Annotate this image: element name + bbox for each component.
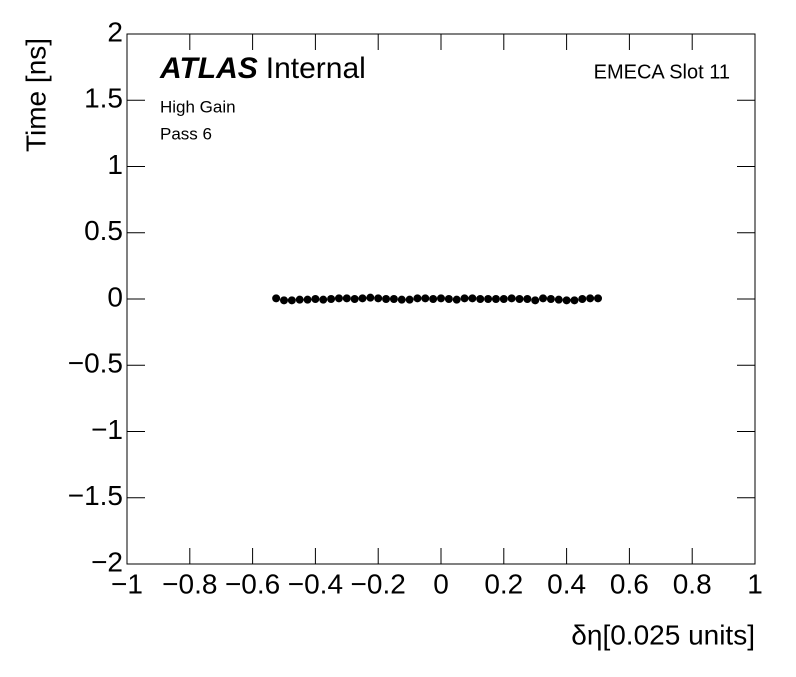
y-tick-label: −1.5 — [68, 480, 123, 511]
y-tick-label: 0.5 — [84, 215, 123, 246]
data-point — [452, 295, 461, 304]
data-point — [319, 295, 328, 304]
data-point — [468, 294, 477, 303]
data-point — [554, 295, 563, 304]
data-point — [389, 295, 398, 303]
data-point — [546, 295, 555, 303]
data-point — [295, 295, 304, 304]
data-point — [444, 295, 453, 303]
annotation: Pass 6 — [160, 124, 212, 143]
y-tick-label: −2 — [91, 546, 123, 577]
data-point — [272, 294, 281, 303]
data-point — [499, 295, 508, 303]
data-point — [366, 293, 375, 302]
data-point — [578, 295, 587, 303]
x-axis-label: δη[0.025 units] — [571, 619, 755, 650]
data-point — [531, 296, 540, 305]
data-point — [287, 296, 296, 305]
data-point — [342, 294, 351, 303]
data-point — [570, 296, 579, 305]
y-tick-label: 2 — [107, 16, 123, 47]
brand: ATLAS — [159, 52, 258, 85]
data-point — [374, 294, 383, 303]
chart-title: Internal — [266, 52, 366, 85]
x-tick-label: 0.2 — [484, 568, 523, 599]
y-tick-label: 0 — [107, 281, 123, 312]
data-point — [562, 296, 571, 305]
data-point — [594, 294, 602, 303]
data-point — [303, 295, 312, 304]
data-point — [491, 295, 500, 303]
data-point — [539, 294, 548, 303]
annotation: High Gain — [160, 97, 236, 116]
brand-title: ATLAS Internal — [159, 52, 366, 85]
data-point — [358, 294, 367, 303]
x-tick-label: −0.8 — [162, 568, 217, 599]
data-point — [460, 294, 469, 303]
x-tick-label: 1 — [747, 568, 763, 599]
y-tick-label: −1 — [91, 414, 123, 445]
x-tick-label: 0.4 — [547, 568, 586, 599]
data-point — [413, 294, 422, 303]
x-tick-label: −1 — [111, 568, 143, 599]
data-point — [350, 295, 359, 303]
annotation: EMECA Slot 11 — [594, 61, 730, 83]
x-tick-label: 0.6 — [610, 568, 649, 599]
y-tick-label: −0.5 — [68, 348, 123, 379]
x-tick-label: −0.4 — [288, 568, 343, 599]
y-axis-label: Time [ns] — [20, 38, 51, 152]
data-point — [280, 296, 288, 305]
data-point — [382, 295, 391, 303]
data-point — [515, 295, 524, 303]
x-tick-label: −0.6 — [225, 568, 280, 599]
data-point — [586, 294, 595, 303]
data-point — [405, 295, 414, 304]
x-tick-label: −0.2 — [351, 568, 406, 599]
data-point — [311, 295, 320, 303]
data-point — [334, 294, 343, 303]
data-point — [421, 294, 430, 303]
data-point — [507, 294, 516, 303]
data-point — [476, 295, 485, 303]
y-tick-label: 1 — [107, 149, 123, 180]
data-point — [429, 295, 438, 303]
x-tick-label: 0.8 — [673, 568, 712, 599]
data-point — [327, 295, 336, 303]
data-point — [484, 295, 493, 303]
data-point — [437, 294, 445, 303]
y-tick-label: 1.5 — [84, 83, 123, 114]
data-point — [397, 295, 406, 304]
data-point — [523, 295, 532, 303]
x-tick-label: 0 — [433, 568, 449, 599]
